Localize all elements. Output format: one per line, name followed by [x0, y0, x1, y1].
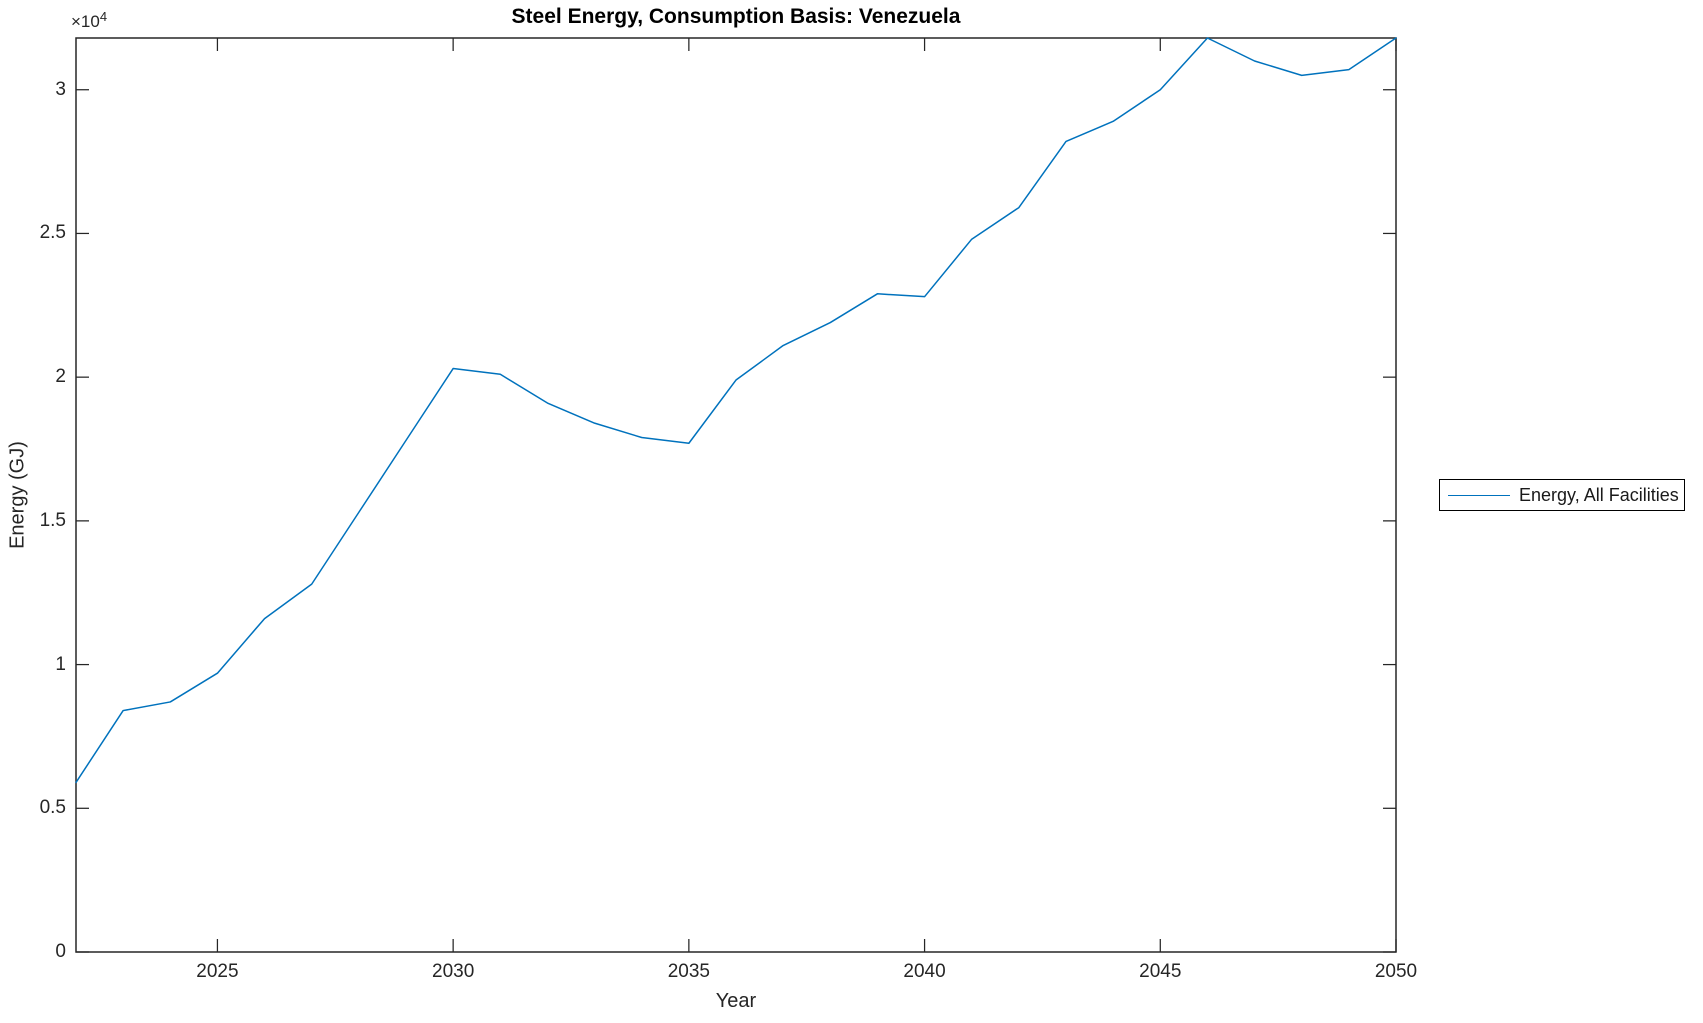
chart-title: Steel Energy, Consumption Basis: Venezue… — [511, 5, 961, 28]
legend-line-sample — [1448, 494, 1510, 496]
x-tick-label: 2030 — [432, 961, 475, 982]
y-tick-label: 1.5 — [39, 509, 66, 531]
energy-series-line — [75, 37, 1397, 784]
y-axis-exponent-label: ×104 — [71, 9, 108, 31]
y-tick-label: 0 — [55, 941, 66, 962]
y-tick-label: 2 — [55, 366, 66, 388]
y-tick-label: 2.5 — [39, 222, 66, 244]
y-axis-label: Energy (GJ) — [6, 441, 29, 549]
x-axis-label: Year — [715, 990, 757, 1012]
x-tick-label: 2035 — [667, 961, 710, 982]
x-tick-label: 2050 — [1374, 961, 1418, 982]
x-tick-label: 2040 — [903, 961, 946, 982]
y-tick-label: 1 — [55, 653, 66, 675]
legend[interactable]: Energy, All Facilities — [1439, 479, 1685, 511]
y-tick-label: 3 — [55, 78, 66, 100]
y-tick-label: 0.5 — [39, 797, 66, 819]
axes-box — [75, 37, 1397, 953]
axis-ticks — [76, 38, 1397, 953]
legend-entry-label: Energy, All Facilities — [1519, 484, 1679, 505]
x-tick-label: 2045 — [1139, 961, 1182, 982]
x-tick-label: 2025 — [196, 961, 239, 982]
